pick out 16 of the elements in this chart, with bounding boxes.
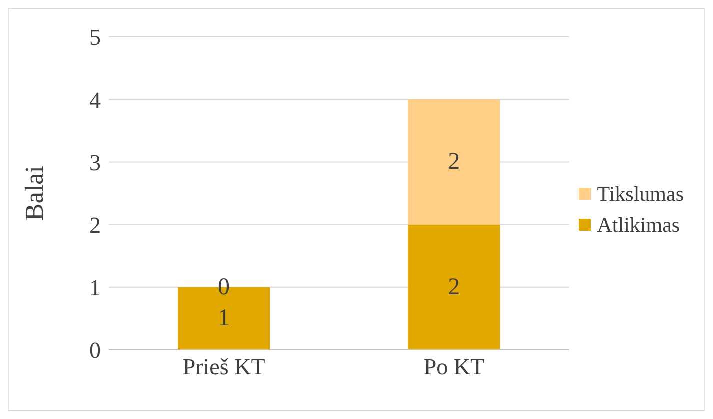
y-axis-title: Balai — [20, 166, 50, 221]
y-tick-label: 1 — [90, 276, 101, 301]
y-tick-label: 3 — [90, 150, 101, 176]
y-tick-label: 2 — [90, 212, 101, 238]
data-label: 1 — [218, 306, 230, 332]
x-tick-label: Prieš KT — [182, 354, 266, 380]
legend-label: Tikslumas — [597, 182, 684, 206]
bar — [408, 100, 500, 225]
y-tick-label: 5 — [90, 25, 101, 50]
y-tick-label: 0 — [90, 338, 101, 364]
y-tick-label: 4 — [90, 88, 102, 113]
data-label: 2 — [448, 149, 460, 176]
legend-label: Atlikimas — [597, 212, 680, 238]
bar — [408, 224, 500, 350]
x-tick-label: Po KT — [424, 354, 485, 380]
data-label: 2 — [448, 274, 460, 300]
